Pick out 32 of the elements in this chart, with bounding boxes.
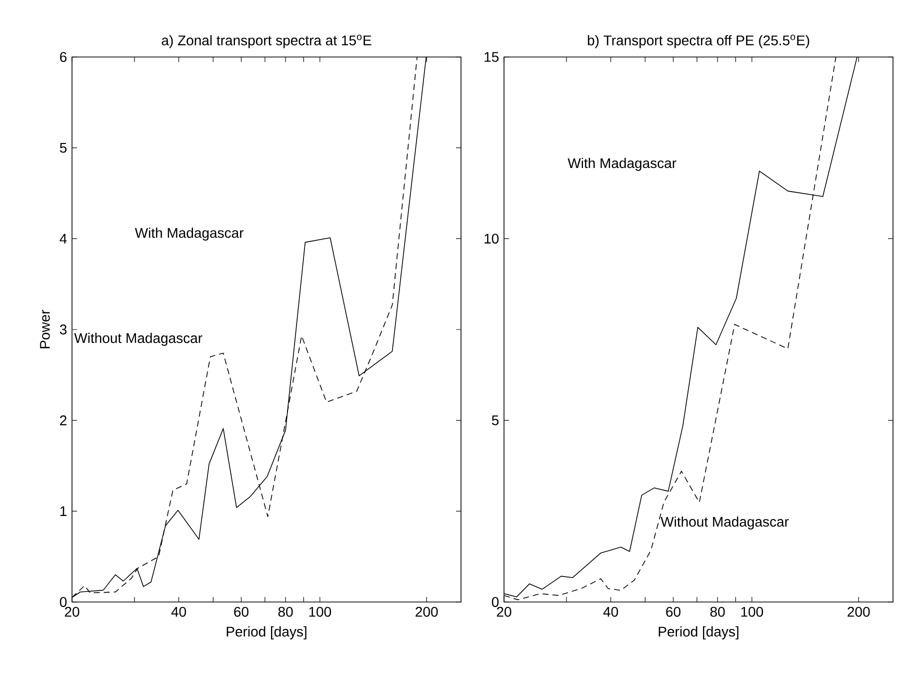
y-tick-label: 3 xyxy=(60,324,67,334)
x-tick-label: 80 xyxy=(710,606,725,617)
x-axis-title: Period [days] xyxy=(658,626,738,640)
annotation: Without Madagascar xyxy=(660,516,789,530)
x-tick-label: 200 xyxy=(848,606,870,617)
annotation: With Madagascar xyxy=(134,228,244,241)
x-tick-label: 20 xyxy=(496,606,512,617)
x-tick-label: 60 xyxy=(666,606,680,617)
y-axis-title: Power xyxy=(40,310,50,348)
x-tick-label: 40 xyxy=(603,606,618,617)
y-tick-label: 15 xyxy=(484,52,499,62)
chart-title: a) Zonal transport spectra at 15$^{o}$E xyxy=(162,34,372,48)
y-tick-label: 5 xyxy=(60,142,67,153)
x-tick-label: 20 xyxy=(64,606,80,617)
y-tick-label: 10 xyxy=(484,234,499,244)
x-tick-label: 40 xyxy=(171,606,186,617)
y-tick-label: 0 xyxy=(60,597,67,607)
y-tick-label: 0 xyxy=(492,597,499,607)
x-tick-label: 60 xyxy=(234,606,248,617)
y-tick-label: 6 xyxy=(60,52,67,62)
y-tick-label: 5 xyxy=(492,415,499,426)
y-tick-label: 2 xyxy=(60,415,66,426)
x-tick-label: 80 xyxy=(278,606,293,617)
x-axis-title: Period [days] xyxy=(226,626,306,640)
y-tick-label: 1 xyxy=(60,506,66,516)
chart-title: b) Transport spectra off PE (25.5$^{o}$E) xyxy=(588,34,810,48)
x-tick-label: 100 xyxy=(309,606,332,617)
x-tick-label: 100 xyxy=(741,606,764,617)
x-tick-label: 200 xyxy=(416,606,438,617)
annotation: Without Madagascar xyxy=(74,332,202,346)
annotation: With Madagascar xyxy=(568,158,676,171)
y-tick-label: 4 xyxy=(60,234,67,244)
